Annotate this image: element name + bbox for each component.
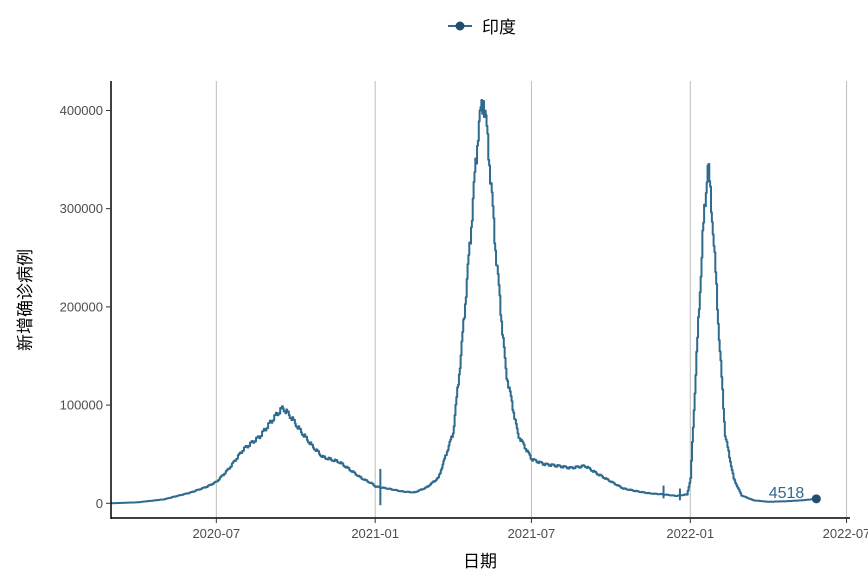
y-tick-label: 300000	[60, 201, 103, 216]
x-tick-label: 2022-01	[666, 526, 714, 541]
axes	[110, 81, 850, 519]
series-line-india	[110, 98, 818, 505]
x-ticks: 2020-07 2021-01 2021-07 2022-01 2022-07	[192, 518, 868, 541]
y-tick-label: 100000	[60, 398, 103, 413]
y-tick-label: 400000	[60, 103, 103, 118]
x-tick-label: 2020-07	[192, 526, 240, 541]
y-tick-label: 200000	[60, 299, 103, 314]
y-axis-title: 新增确诊病例	[16, 249, 36, 351]
x-tick-label: 2021-07	[508, 526, 556, 541]
series-end-point	[811, 494, 821, 504]
x-tick-label: 2022-07	[823, 526, 868, 541]
y-ticks: 0 100000 200000 300000 400000	[60, 103, 111, 511]
legend-label: 印度	[482, 18, 516, 38]
x-tick-label: 2021-01	[351, 526, 399, 541]
gridlines	[215, 81, 848, 518]
end-value-label: 4518	[769, 485, 805, 502]
x-axis-title: 日期	[463, 552, 497, 572]
series-layer: 4518	[110, 98, 821, 506]
legend: 印度	[448, 18, 516, 38]
y-tick-label: 0	[96, 496, 103, 511]
legend-marker	[455, 21, 465, 31]
